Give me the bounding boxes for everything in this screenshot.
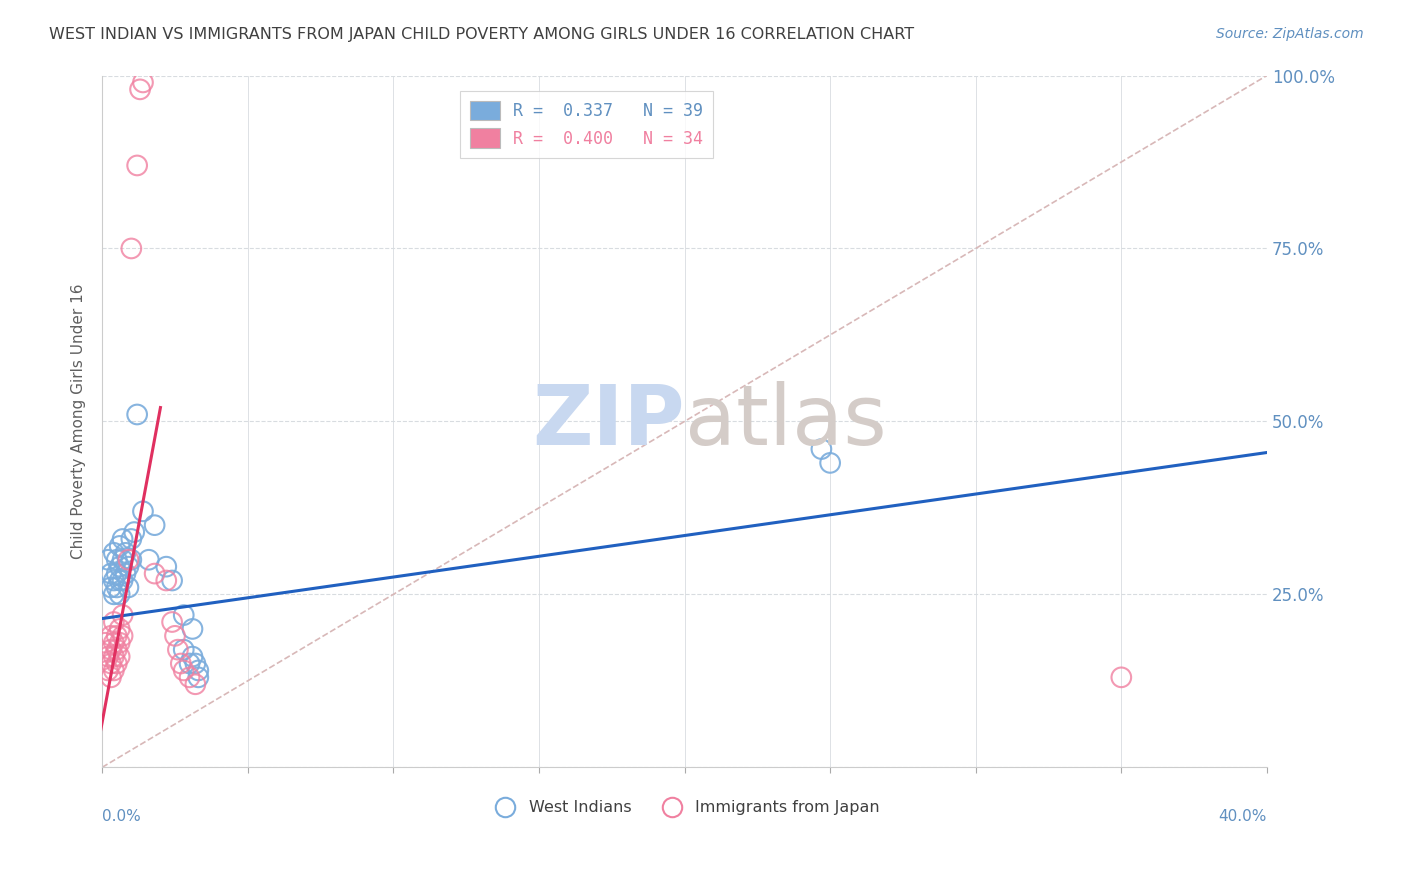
- Point: [103, 636, 125, 650]
- Point: [103, 664, 125, 678]
- Point: [105, 581, 128, 595]
- Point: [127, 408, 149, 422]
- Point: [173, 664, 195, 678]
- Point: [122, 524, 145, 539]
- Point: [103, 649, 125, 664]
- Point: [108, 587, 131, 601]
- Point: [97, 664, 120, 678]
- Point: [103, 546, 125, 560]
- Point: [105, 566, 128, 581]
- Point: [187, 670, 209, 684]
- Point: [173, 642, 195, 657]
- Point: [111, 608, 134, 623]
- Point: [100, 581, 122, 595]
- Point: [184, 657, 207, 671]
- Point: [181, 649, 204, 664]
- Y-axis label: Child Poverty Among Girls Under 16: Child Poverty Among Girls Under 16: [72, 284, 86, 559]
- Text: ZIP: ZIP: [531, 381, 685, 462]
- Point: [97, 649, 120, 664]
- Point: [818, 456, 841, 470]
- Point: [129, 82, 152, 96]
- Point: [1111, 670, 1133, 684]
- Point: [111, 629, 134, 643]
- Point: [179, 657, 201, 671]
- Point: [111, 574, 134, 588]
- Point: [97, 553, 120, 567]
- Point: [111, 532, 134, 546]
- Text: 0.0%: 0.0%: [103, 809, 141, 824]
- Point: [114, 546, 136, 560]
- Point: [155, 574, 177, 588]
- Point: [160, 574, 183, 588]
- Point: [184, 677, 207, 691]
- Point: [108, 649, 131, 664]
- Point: [173, 608, 195, 623]
- Point: [114, 566, 136, 581]
- Point: [108, 574, 131, 588]
- Point: [100, 566, 122, 581]
- Point: [105, 553, 128, 567]
- Text: atlas: atlas: [685, 381, 886, 462]
- Point: [810, 442, 832, 456]
- Point: [111, 553, 134, 567]
- Point: [103, 574, 125, 588]
- Point: [100, 642, 122, 657]
- Legend: R =  0.337   N = 39, R =  0.400   N = 34: R = 0.337 N = 39, R = 0.400 N = 34: [460, 91, 713, 158]
- Point: [100, 657, 122, 671]
- Point: [117, 581, 139, 595]
- Point: [143, 566, 166, 581]
- Point: [120, 553, 142, 567]
- Point: [117, 559, 139, 574]
- Point: [108, 636, 131, 650]
- Point: [105, 642, 128, 657]
- Point: [160, 615, 183, 629]
- Point: [155, 559, 177, 574]
- Point: [127, 158, 149, 172]
- Point: [108, 622, 131, 636]
- Point: [181, 622, 204, 636]
- Point: [120, 242, 142, 256]
- Point: [143, 518, 166, 533]
- Point: [100, 670, 122, 684]
- Point: [105, 629, 128, 643]
- Point: [187, 664, 209, 678]
- Text: Source: ZipAtlas.com: Source: ZipAtlas.com: [1216, 27, 1364, 41]
- Point: [132, 75, 155, 89]
- Point: [138, 553, 160, 567]
- Point: [167, 642, 190, 657]
- Text: WEST INDIAN VS IMMIGRANTS FROM JAPAN CHILD POVERTY AMONG GIRLS UNDER 16 CORRELAT: WEST INDIAN VS IMMIGRANTS FROM JAPAN CHI…: [49, 27, 914, 42]
- Point: [105, 657, 128, 671]
- Point: [108, 539, 131, 553]
- Point: [100, 629, 122, 643]
- Point: [120, 532, 142, 546]
- Point: [170, 657, 193, 671]
- Point: [94, 636, 117, 650]
- Point: [117, 553, 139, 567]
- Point: [103, 587, 125, 601]
- Point: [132, 504, 155, 518]
- Text: 40.0%: 40.0%: [1219, 809, 1267, 824]
- Point: [163, 629, 186, 643]
- Point: [108, 559, 131, 574]
- Point: [179, 670, 201, 684]
- Point: [103, 615, 125, 629]
